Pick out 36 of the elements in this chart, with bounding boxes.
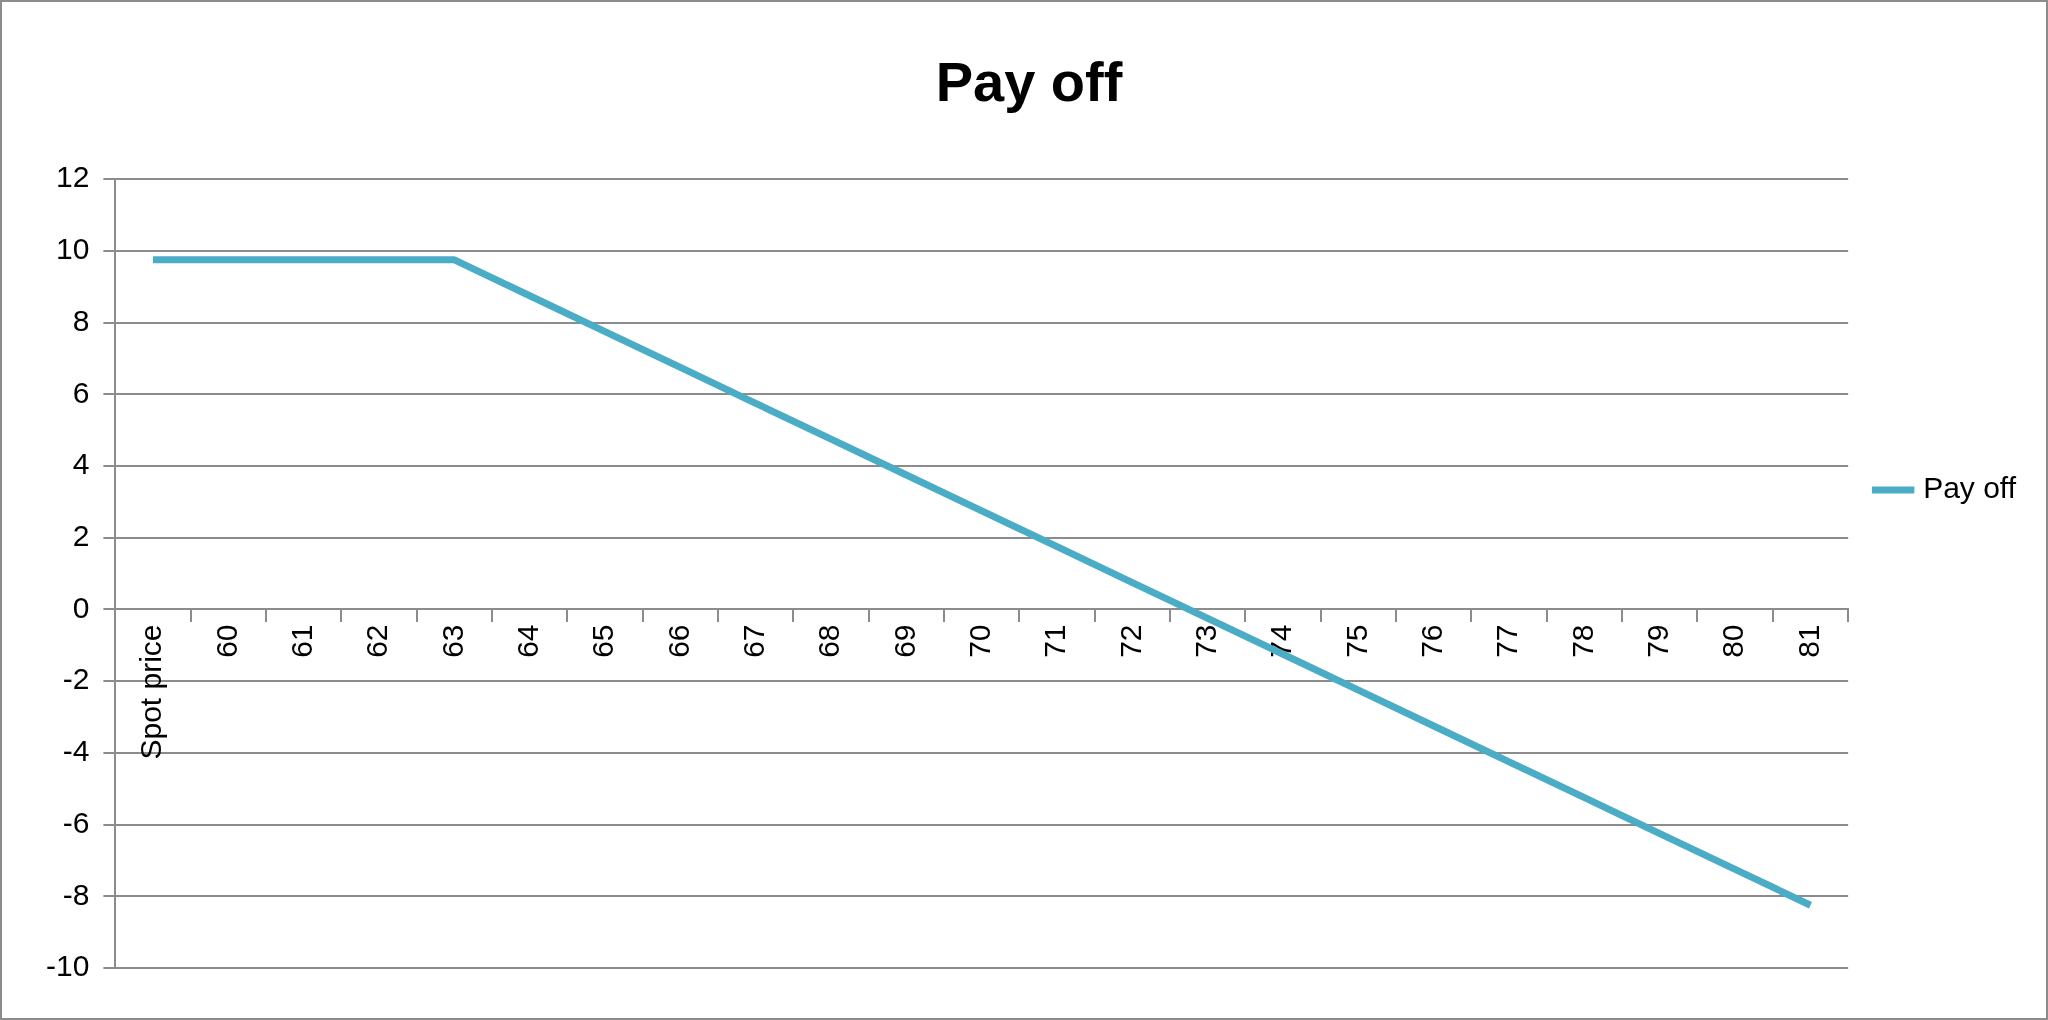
y-tick-label: 4 bbox=[72, 447, 90, 481]
x-tick-label: 63 bbox=[435, 624, 469, 658]
y-tick-label: -6 bbox=[62, 805, 90, 839]
y-tick-label: 0 bbox=[72, 590, 90, 624]
y-tick-label: 10 bbox=[55, 232, 90, 266]
y-tick-label: -2 bbox=[62, 662, 90, 696]
y-tick-label: 6 bbox=[72, 375, 90, 409]
y-tick-label: -4 bbox=[62, 734, 90, 768]
x-tick-label: 71 bbox=[1038, 624, 1072, 658]
x-tick-label: 72 bbox=[1113, 624, 1147, 658]
x-tick-label: 69 bbox=[887, 624, 921, 658]
y-tick-label: 2 bbox=[72, 519, 90, 553]
y-tick-label: 12 bbox=[55, 160, 90, 194]
x-tick-label: 68 bbox=[812, 624, 846, 658]
x-tick-label: 73 bbox=[1189, 624, 1223, 658]
x-tick-label: 60 bbox=[209, 624, 243, 658]
x-tick-label: 78 bbox=[1565, 624, 1599, 658]
x-tick-label: 77 bbox=[1490, 624, 1524, 658]
x-tick-label: 79 bbox=[1641, 624, 1675, 658]
y-tick-label: 8 bbox=[72, 303, 90, 337]
x-tick-label: 62 bbox=[360, 624, 394, 658]
x-tick-label: 65 bbox=[586, 624, 620, 658]
x-tick-label: 66 bbox=[661, 624, 695, 658]
x-tick-label: 80 bbox=[1716, 624, 1750, 658]
y-tick-label: -10 bbox=[46, 949, 90, 983]
chart-title: Pay off bbox=[935, 50, 1123, 114]
legend-label: Pay off bbox=[1923, 471, 2017, 505]
x-tick-label: 81 bbox=[1791, 624, 1825, 658]
x-tick-label: 61 bbox=[284, 624, 318, 658]
y-tick-label: -8 bbox=[62, 877, 90, 911]
x-tick-label: Spot price bbox=[134, 624, 168, 760]
x-tick-label: 64 bbox=[510, 624, 544, 658]
x-tick-label: 70 bbox=[963, 624, 997, 658]
x-tick-label: 76 bbox=[1415, 624, 1449, 658]
x-tick-label: 75 bbox=[1339, 624, 1373, 658]
x-tick-label: 67 bbox=[737, 624, 771, 658]
